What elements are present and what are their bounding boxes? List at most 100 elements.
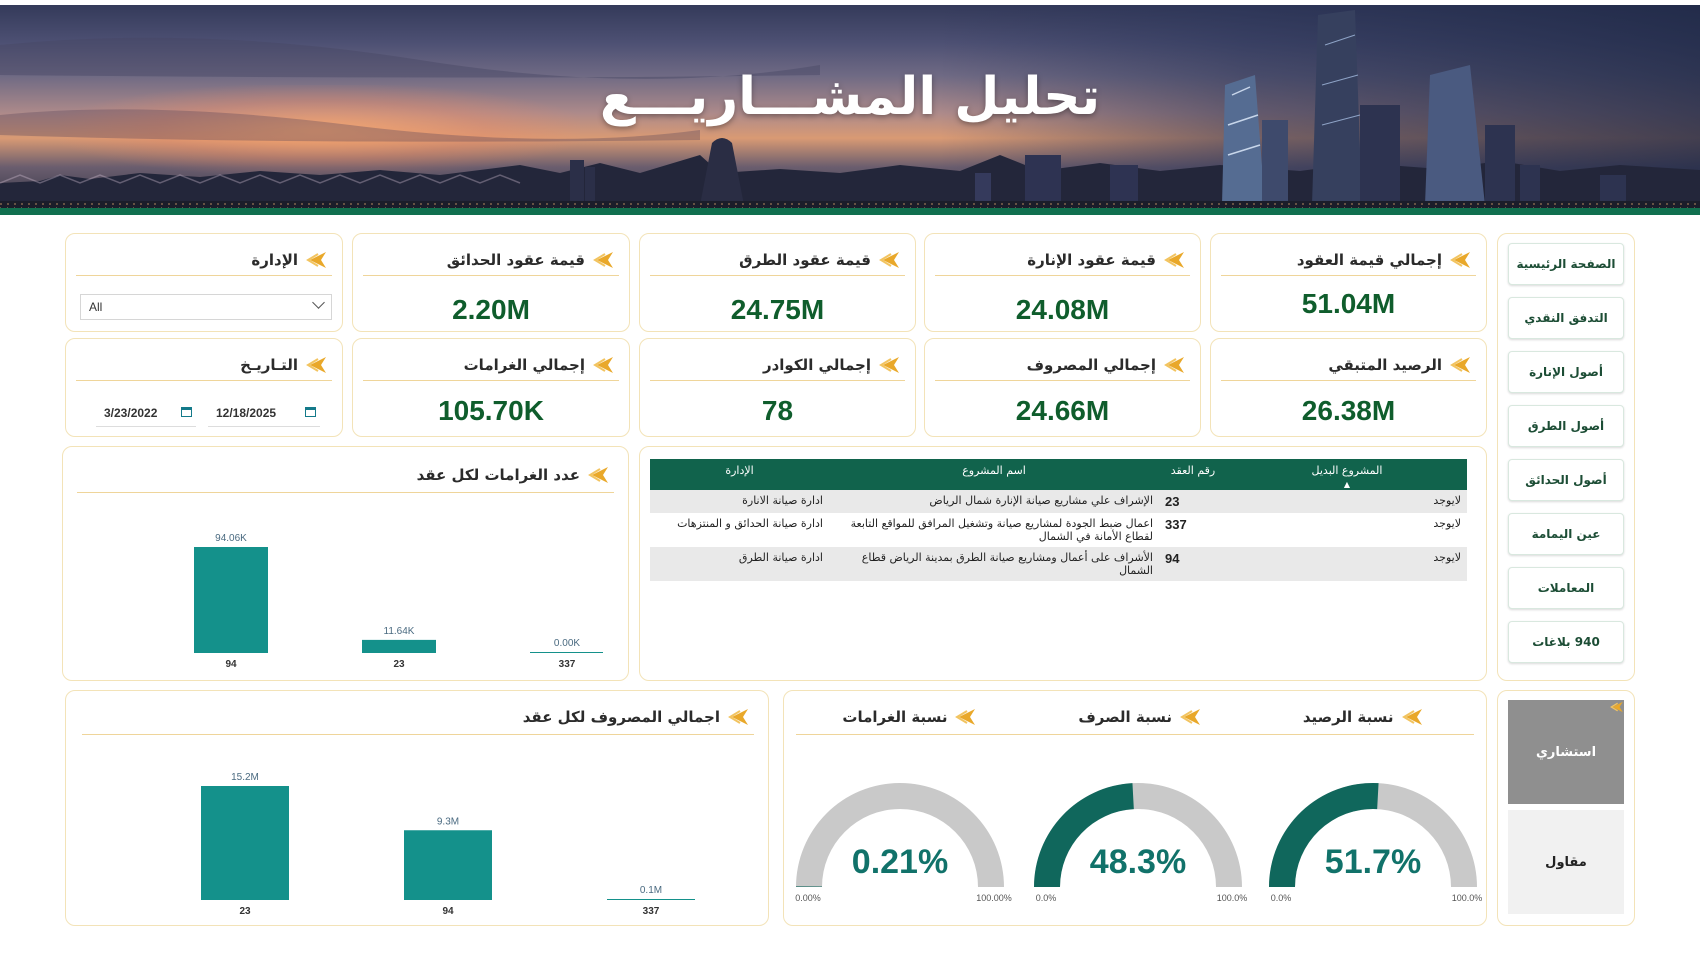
chevron-left-icon <box>594 250 614 269</box>
kpi-road-contracts-label: قيمة عقود الطرق <box>739 250 871 269</box>
kpi-road-contracts-value: 24.75M <box>730 294 825 325</box>
chevron-left-icon <box>1451 250 1471 269</box>
kpi-total-spent-value: 24.66M <box>1015 395 1110 426</box>
project-name-cell: اعمال ضبط الجودة لمشاريع صيانة وتشغيل ال… <box>850 517 1153 543</box>
sort-ascending-icon[interactable]: ▲ <box>1343 480 1351 489</box>
column-header-department[interactable]: الإدارة <box>650 459 829 490</box>
kpi-remaining-balance-value: 26.38M <box>1301 395 1396 426</box>
table-row[interactable]: لايوجد 94 الأشراف على أعمال ومشاريع صيان… <box>650 547 1467 581</box>
chevron-left-icon <box>589 465 609 484</box>
end-date-input[interactable]: 12/18/2025 <box>208 399 320 427</box>
kpi-lighting-contracts-card: قيمة عقود الإنارة 24.08M <box>924 233 1201 332</box>
kpi-lighting-contracts-label: قيمة عقود الإنارة <box>1027 250 1156 269</box>
calendar-icon[interactable] <box>181 407 192 417</box>
spent-chart-title: اجمالي المصروف لكل عقد <box>522 707 720 726</box>
nav-home-button[interactable]: الصفحة الرئيسية <box>1508 243 1624 285</box>
date-filter-card: التـاريـخ 3/23/2022 12/18/2025 <box>65 338 343 437</box>
column-header-contract-no[interactable]: رقم العقد <box>1159 459 1227 490</box>
bar-value-label: 15.2M <box>231 772 259 783</box>
projects-table: المشروع البديل ▲ رقم العقد اسم المشروع ال… <box>650 459 1467 581</box>
column-header-alt-project[interactable]: المشروع البديل ▲ <box>1227 459 1467 490</box>
bar[interactable] <box>201 786 289 900</box>
gauge-fill <box>1269 783 1379 887</box>
nav-road-assets-button[interactable]: أصول الطرق <box>1508 405 1624 447</box>
table-row[interactable]: لايوجد 337 اعمال ضبط الجودة لمشاريع صيان… <box>650 513 1467 547</box>
spent-bar-chart: 15.2M 23 9.3M 94 0.1M 337 <box>201 772 695 917</box>
bar[interactable] <box>404 830 492 900</box>
nav-garden-assets-button[interactable]: أصول الحدائق <box>1508 459 1624 501</box>
chevron-left-icon <box>1165 250 1185 269</box>
bar[interactable] <box>530 652 603 653</box>
calendar-icon[interactable] <box>305 407 316 417</box>
nav-cashflow-button[interactable]: التدفق النقدي <box>1508 297 1624 339</box>
kpi-total-fines-label: إجمالي الغرامات <box>463 355 585 374</box>
kpi-total-contracts-value: 51.04M <box>1301 288 1396 319</box>
department-select-value: All <box>89 300 103 314</box>
department-cell: ادارة صيانة الانارة <box>650 490 829 513</box>
contract-number-cell: 94 <box>1159 547 1227 581</box>
bar-value-label: 0.1M <box>640 885 662 896</box>
chevron-left-icon <box>956 707 977 726</box>
page-title: تحليل المشـــاريـــع <box>599 67 1101 127</box>
department-select[interactable]: All <box>80 294 332 320</box>
gauge-max-label: 100.00% <box>976 893 1012 903</box>
gauges-area: 51.7% 0.0% 100.0% 48.3% 0.0% 100.0% 0.21% 0.00%… <box>795 783 1483 903</box>
nav-lighting-assets-button[interactable]: أصول الإنارة <box>1508 351 1624 393</box>
gauge-spend-label: نسبة الصرف <box>1078 707 1172 726</box>
gauge-track <box>796 783 1004 887</box>
bar-value-label: 9.3M <box>437 816 459 827</box>
kpi-lighting-contracts-value: 24.08M <box>1015 294 1110 325</box>
fines-bar-chart: 94.06K 94 11.64K 23 0.00K 337 <box>194 533 603 670</box>
chevron-left-icon <box>1165 355 1185 374</box>
contract-number-cell: 337 <box>1165 517 1187 532</box>
nav-ain-yamama-button[interactable]: عين اليمامة <box>1508 513 1624 555</box>
bar[interactable] <box>362 639 436 653</box>
chevron-left-icon <box>1402 707 1423 726</box>
chevron-left-icon <box>594 355 614 374</box>
consultant-button[interactable]: استشاري <box>1508 700 1624 804</box>
bar-category-label: 23 <box>393 659 405 670</box>
bar-category-label: 94 <box>225 659 237 670</box>
alt-project-cell: لايوجد <box>1433 517 1461 530</box>
bar[interactable] <box>194 547 268 653</box>
contractor-button[interactable]: مقاول <box>1508 810 1624 914</box>
kpi-garden-contracts-label: قيمة عقود الحدائق <box>446 250 585 269</box>
kpi-total-contracts-label: إجمالي قيمة العقود <box>1296 250 1442 269</box>
kpi-total-spent-label: إجمالي المصروف <box>1026 355 1156 374</box>
start-date-value: 3/23/2022 <box>104 406 158 420</box>
gauge-fill <box>1034 783 1134 887</box>
chevron-left-icon <box>880 250 900 269</box>
start-date-input[interactable]: 3/23/2022 <box>96 399 196 427</box>
table-row[interactable]: لايوجد 23 الإشراف علي مشاريع صيانة الإنا… <box>650 490 1467 513</box>
banner-divider <box>0 208 1700 215</box>
gauge-fill <box>796 886 823 887</box>
contract-number-cell: 23 <box>1159 490 1227 513</box>
kpi-total-fines-card: إجمالي الغرامات 105.70K <box>352 338 630 437</box>
project-name-cell: الأشراف على أعمال ومشاريع صيانة الطرق بم… <box>829 547 1159 581</box>
bar[interactable] <box>607 899 695 900</box>
bar-value-label: 94.06K <box>215 533 247 544</box>
kpi-total-staff-label: إجمالي الكوادر <box>762 355 871 374</box>
alt-project-cell: لايوجد <box>1227 547 1467 581</box>
nav-transactions-button[interactable]: المعاملات <box>1508 567 1624 609</box>
kpi-total-contracts-card: إجمالي قيمة العقود 51.04M <box>1210 233 1487 332</box>
end-date-value: 12/18/2025 <box>216 406 277 420</box>
gauge-max-label: 100.0% <box>1217 893 1248 903</box>
gauge-min-label: 0.0% <box>1036 893 1057 903</box>
bar-category-label: 94 <box>442 906 454 917</box>
gauge-fines-label: نسبة الغرامات <box>842 707 948 726</box>
department-filter-card: الإدارة All <box>65 233 343 332</box>
chevron-left-icon <box>307 355 327 374</box>
chevron-left-icon <box>729 707 749 726</box>
bar-value-label: 0.00K <box>554 638 580 649</box>
bar-category-label: 23 <box>239 906 251 917</box>
fines-per-contract-card: عدد الغرامات لكل عقد 94.06K 94 11.64K 23 0.0… <box>62 446 629 681</box>
chevron-left-icon <box>1610 701 1624 713</box>
column-header-project-name[interactable]: اسم المشروع <box>829 459 1159 490</box>
spent-per-contract-card: اجمالي المصروف لكل عقد 15.2M 23 9.3M 94 0.1M… <box>65 690 769 926</box>
nav-940-reports-button[interactable]: 940 بلاغات <box>1508 621 1624 663</box>
gauge-max-label: 100.0% <box>1452 893 1483 903</box>
kpi-garden-contracts-card: قيمة عقود الحدائق 2.20M <box>352 233 630 332</box>
header-banner: تحليل المشـــاريـــع <box>0 5 1700 213</box>
department-filter-label: الإدارة <box>251 250 298 269</box>
